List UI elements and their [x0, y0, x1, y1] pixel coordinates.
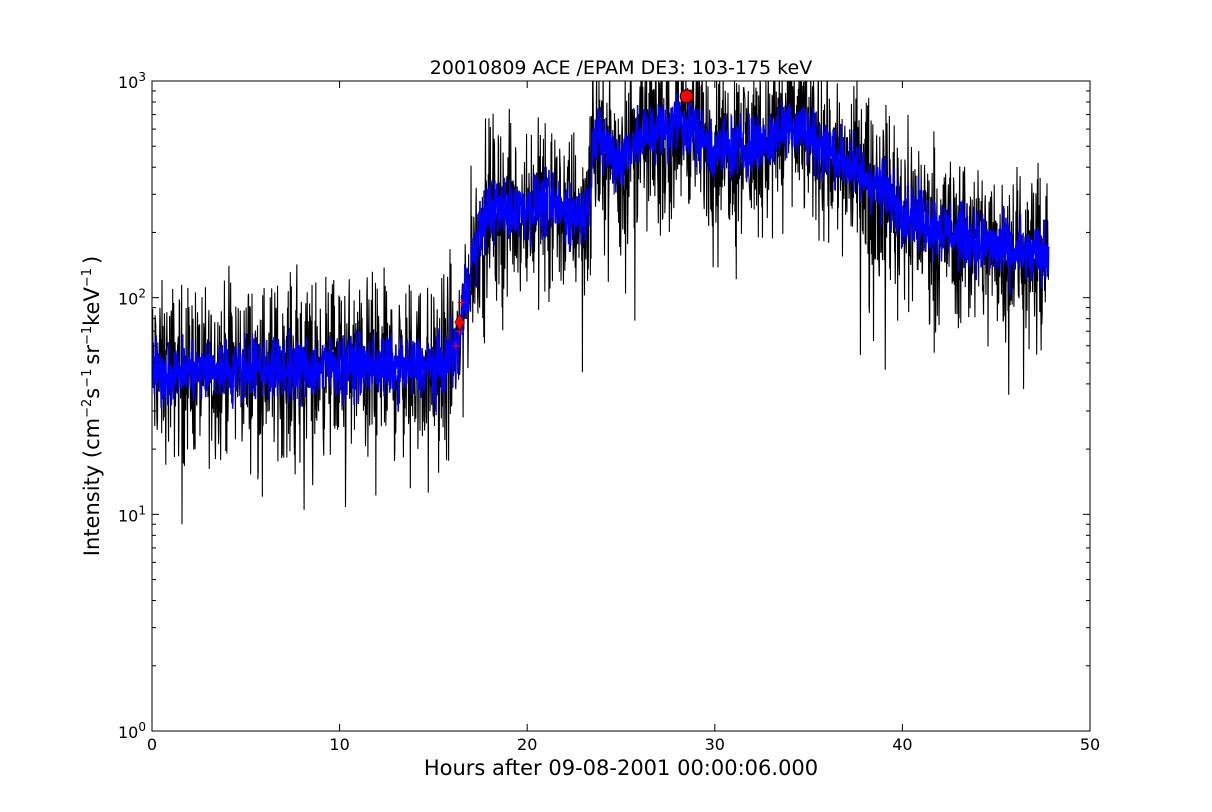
small-marker	[457, 298, 466, 307]
onset-marker	[454, 313, 465, 331]
y-tick-label-base: 10	[118, 73, 138, 92]
raw-series-line	[152, 81, 1050, 525]
y-tick-label-exp: 1	[138, 503, 146, 517]
x-tick-label: 10	[329, 735, 349, 754]
y-axis-title-exp4: −1	[80, 268, 95, 287]
y-tick-label-exp: 2	[138, 287, 146, 301]
y-tick-label-base: 10	[118, 506, 138, 525]
y-axis-title-exp1: −2	[80, 399, 95, 418]
y-axis-title-prefix: Intensity (cm	[80, 418, 104, 556]
x-axis: 0 10 20 30 40 50	[147, 81, 1100, 754]
x-tick-label: 30	[705, 735, 725, 754]
x-axis-title: Hours after 09-08-2001 00:00:06.000	[424, 756, 818, 780]
y-tick-label-base: 10	[118, 723, 138, 742]
x-tick-label: 0	[147, 735, 157, 754]
y-axis-title-sr: sr	[80, 345, 104, 365]
y-tick-label-base: 10	[118, 290, 138, 309]
y-axis-title-exp2: −1	[80, 369, 95, 388]
x-tick-label: 20	[517, 735, 537, 754]
smoothed-series-line	[152, 93, 1050, 412]
peak-marker	[679, 89, 694, 104]
y-tick-label: 101	[118, 503, 146, 525]
y-axis-title-kev: keV	[80, 287, 104, 326]
plot-frame	[151, 80, 1091, 732]
series-layer	[152, 81, 1050, 525]
y-axis-title-suffix: )	[80, 256, 104, 264]
y-tick-label: 103	[118, 70, 146, 92]
y-tick-label-exp: 0	[138, 720, 146, 734]
y-tick-label: 100	[118, 720, 146, 742]
y-axis-title-s: s	[80, 388, 104, 399]
y-axis-title: Intensity (cm−2s−1sr−1keV−1)	[80, 256, 104, 556]
y-tick-label-exp: 3	[138, 70, 146, 84]
x-tick-label: 40	[892, 735, 912, 754]
chart-title: 20010809 ACE /EPAM DE3: 103-175 keV	[430, 57, 812, 79]
x-tick-label: 50	[1080, 735, 1100, 754]
y-axis-title-exp3: −1	[80, 326, 95, 345]
marker-layer	[451, 89, 694, 350]
y-tick-label: 102	[118, 287, 146, 309]
small-marker	[451, 341, 460, 350]
